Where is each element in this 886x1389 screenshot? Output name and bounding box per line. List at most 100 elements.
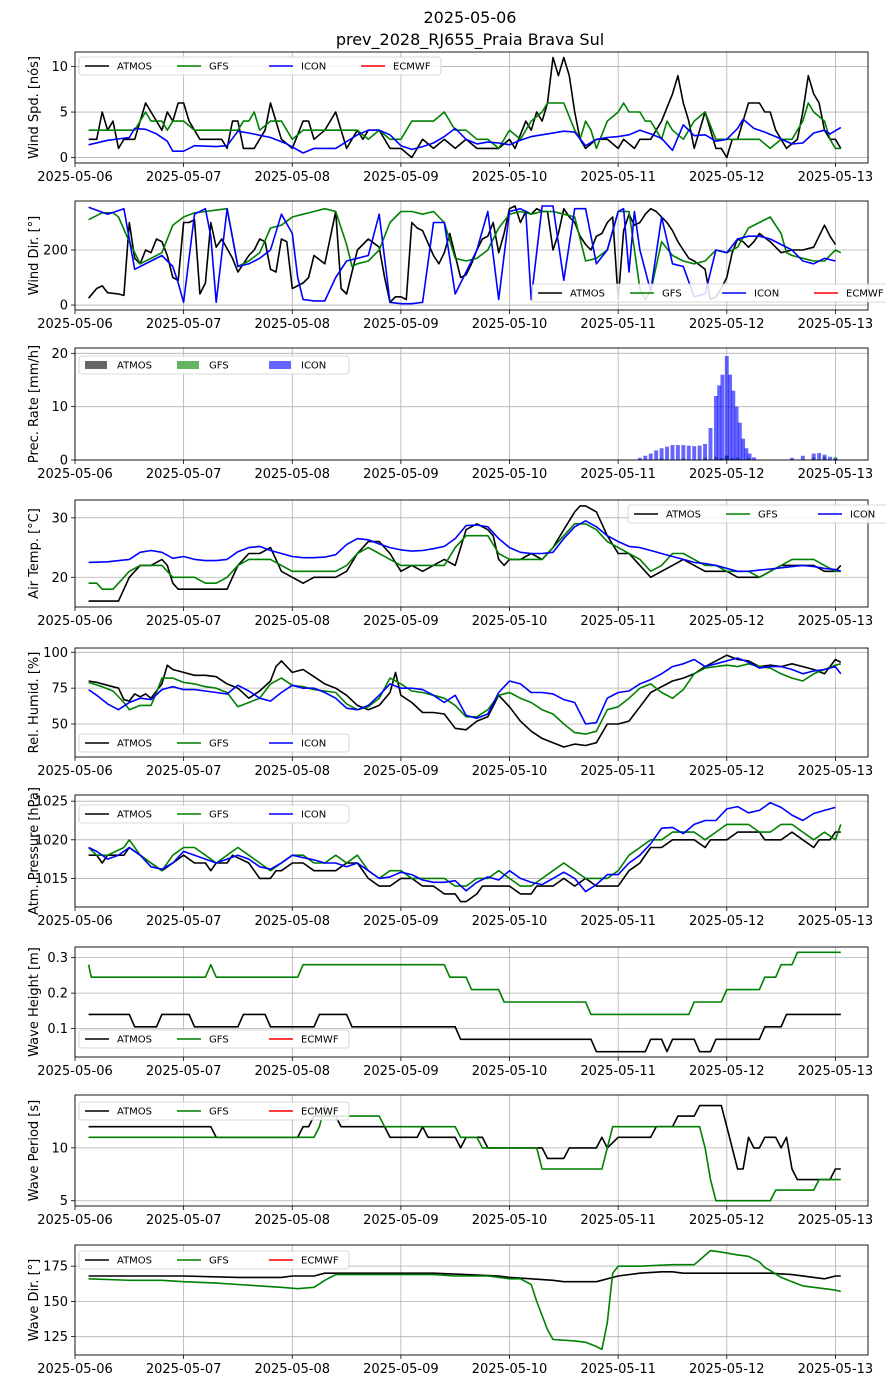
y-tick-label: 150 — [43, 1295, 68, 1310]
x-tick-label: 2025-05-09 — [363, 170, 439, 185]
y-tick-label: 0.2 — [47, 987, 68, 1002]
x-tick-label: 2025-05-13 — [798, 1213, 874, 1228]
x-tick-label: 2025-05-11 — [580, 317, 656, 332]
bar-icon — [731, 390, 736, 460]
x-tick-label: 2025-05-11 — [580, 764, 656, 779]
x-tick-label: 2025-05-06 — [37, 614, 113, 629]
series-line-atmos — [88, 1104, 841, 1181]
x-tick-label: 2025-05-07 — [146, 614, 222, 629]
legend-frame — [78, 56, 442, 76]
series-line-gfs — [88, 823, 842, 887]
x-tick-label: 2025-05-08 — [254, 317, 330, 332]
x-tick-label: 2025-05-10 — [472, 1064, 548, 1079]
x-tick-label: 2025-05-09 — [363, 1064, 439, 1079]
series-line-gfs — [88, 523, 841, 590]
legend: ATMOS GFS ICON ECMWF — [78, 56, 442, 76]
y-tick-label: 50 — [51, 718, 68, 733]
plot-frame — [74, 946, 869, 1058]
series-line-atmos — [88, 831, 841, 903]
chart-panel-3: 2025-05-06 2025-05-07 2025-05-08 2025-05-09… — [27, 345, 873, 482]
x-tick-label: 2025-05-10 — [472, 764, 548, 779]
bar-icon — [692, 446, 697, 460]
legend-label-gfs: GFS — [209, 361, 229, 372]
legend-label-icon: ICON — [301, 361, 326, 372]
legend-frame — [627, 504, 886, 524]
x-tick-label: 2025-05-08 — [254, 467, 330, 482]
legend-label-gfs: GFS — [209, 1107, 229, 1118]
plot-area — [87, 951, 841, 1053]
x-tick-label: 2025-05-13 — [798, 170, 874, 185]
y-tick-label: 20 — [51, 571, 68, 586]
legend: ATMOS GFS ICON — [627, 504, 886, 524]
legend: ATMOS GFS ICON — [78, 733, 350, 753]
bar-icon — [717, 385, 722, 460]
figure-title-date: 2025-05-06 — [424, 8, 517, 27]
x-tick-label: 2025-05-09 — [363, 467, 439, 482]
plot-area — [88, 56, 842, 159]
bar-icon — [724, 356, 729, 460]
plot-area — [88, 505, 842, 602]
y-tick-label: 10 — [51, 60, 68, 75]
series-line-icon — [88, 657, 842, 725]
bar-icon — [713, 396, 718, 460]
legend-label-gfs: GFS — [662, 289, 682, 300]
legend: ATMOS GFS ICON ECMWF — [531, 283, 886, 303]
chart-panels: 2025-05-06 2025-05-07 2025-05-08 2025-05-09… — [27, 51, 886, 1377]
x-tick-label: 2025-05-12 — [689, 317, 765, 332]
x-tick-label: 2025-05-10 — [472, 317, 548, 332]
legend-label-atmos: ATMOS — [117, 1107, 152, 1118]
series-line-gfs — [88, 1249, 842, 1351]
y-tick-label: 100 — [43, 646, 68, 661]
x-tick-label: 2025-05-09 — [363, 914, 439, 929]
x-tick-label: 2025-05-08 — [254, 614, 330, 629]
legend-label-ecmwf: ECMWF — [393, 62, 431, 73]
bar-icon — [744, 448, 749, 460]
y-tick-label: 175 — [43, 1260, 68, 1275]
legend-frame — [78, 1250, 350, 1270]
bar-icon — [737, 422, 742, 460]
y-tick-label: 5 — [60, 106, 68, 121]
bar-icon — [665, 446, 669, 460]
bar-icon — [811, 453, 816, 460]
legend: ATMOS GFS ICON — [78, 804, 350, 824]
legend-label-icon: ICON — [301, 810, 326, 821]
legend-label-icon: ICON — [301, 62, 326, 73]
legend-label-ecmwf: ECMWF — [846, 289, 884, 300]
legend-label-atmos: ATMOS — [666, 510, 701, 521]
x-tick-label: 2025-05-08 — [254, 914, 330, 929]
bar-icon — [637, 457, 642, 460]
x-tick-label: 2025-05-12 — [689, 170, 765, 185]
legend-label-atmos: ATMOS — [117, 1035, 152, 1046]
plot-area — [88, 654, 842, 748]
series-line-gfs — [88, 663, 842, 735]
x-tick-label: 2025-05-07 — [146, 317, 222, 332]
x-tick-label: 2025-05-12 — [689, 614, 765, 629]
x-tick-label: 2025-05-12 — [689, 764, 765, 779]
chart-panel-6: 2025-05-06 2025-05-07 2025-05-08 2025-05-09… — [27, 787, 873, 929]
legend-label-gfs: GFS — [209, 1035, 229, 1046]
plot-frame — [74, 499, 869, 608]
legend-label-ecmwf: ECMWF — [301, 1035, 339, 1046]
y-axis-label: Rel. Humid. [%] — [27, 652, 42, 754]
plot-frame — [74, 51, 869, 164]
y-tick-label: 75 — [51, 682, 68, 697]
bar-icon — [670, 445, 675, 460]
legend-label-atmos: ATMOS — [117, 739, 152, 750]
legend-label-gfs: GFS — [209, 1256, 229, 1267]
bar-icon — [828, 456, 832, 460]
y-axis-label: Prec. Rate [mm/h] — [27, 345, 42, 463]
bar-icon — [800, 455, 805, 460]
bar-icon — [822, 454, 827, 460]
legend: ATMOS GFS ICON — [78, 355, 350, 375]
series-line-icon — [88, 801, 836, 893]
y-tick-label: 1020 — [35, 833, 68, 848]
plot-frame — [74, 347, 869, 461]
legend-label-gfs: GFS — [209, 810, 229, 821]
x-tick-label: 2025-05-10 — [472, 170, 548, 185]
x-tick-label: 2025-05-13 — [798, 317, 874, 332]
x-tick-label: 2025-05-07 — [146, 914, 222, 929]
legend-label-atmos: ATMOS — [117, 1256, 152, 1267]
x-tick-label: 2025-05-08 — [254, 1213, 330, 1228]
x-tick-label: 2025-05-11 — [580, 467, 656, 482]
y-tick-label: 125 — [43, 1330, 68, 1345]
